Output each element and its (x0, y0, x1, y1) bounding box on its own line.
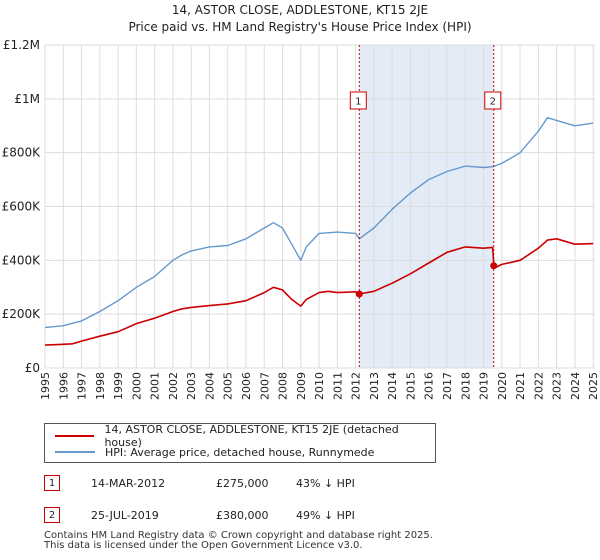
y-tick-label: £600K (2, 200, 42, 214)
chart-title: 14, ASTOR CLOSE, ADDLESTONE, KT15 2JE (171, 3, 429, 17)
transaction-badge: 1 (44, 475, 60, 491)
chart-subtitle: Price paid vs. HM Land Registry's House … (128, 20, 472, 34)
legend-swatch-hpi (55, 451, 95, 453)
x-tick-label: 1998 (94, 372, 107, 400)
sale-marker-label: 2 (490, 97, 496, 108)
y-tick-label: £1M (14, 92, 40, 106)
x-tick-label: 2013 (368, 372, 381, 400)
sale-marker-badge (484, 91, 502, 110)
x-tick-label: 2006 (240, 372, 253, 400)
legend-item-price: 14, ASTOR CLOSE, ADDLESTONE, KT15 2JE (d… (55, 423, 435, 449)
y-tick-label: £800K (2, 146, 42, 160)
x-tick-label: 2024 (569, 372, 582, 400)
x-tick-label: 2025 (587, 372, 600, 400)
x-tick-label: 2023 (551, 372, 564, 400)
x-tick-label: 2008 (277, 372, 290, 400)
x-tick-label: 2019 (478, 372, 491, 400)
x-tick-label: 2010 (313, 372, 326, 400)
legend: 14, ASTOR CLOSE, ADDLESTONE, KT15 2JE (d… (44, 423, 436, 463)
transaction-price: £380,000 (216, 508, 269, 522)
transaction-date: 25-JUL-2019 (91, 508, 159, 522)
footer-line-2: This data is licensed under the Open Gov… (44, 540, 363, 551)
footer: Contains HM Land Registry data © Crown c… (44, 531, 433, 551)
x-tick-label: 2004 (203, 372, 216, 400)
x-tick-label: 2003 (185, 372, 198, 400)
legend-item-hpi: HPI: Average price, detached house, Runn… (55, 444, 374, 460)
y-tick-label: £1.2M (3, 38, 40, 52)
x-tick-label: 2020 (496, 372, 509, 400)
transaction-row: 1 14-MAR-2012 £275,000 43% ↓ HPI (44, 474, 355, 492)
transaction-hpi: 49% ↓ HPI (296, 508, 355, 522)
x-tick-label: 2014 (386, 372, 399, 400)
x-tick-label: 2005 (222, 372, 235, 400)
sale-point (490, 262, 498, 270)
legend-swatch-price (55, 435, 95, 437)
x-tick-label: 2018 (459, 372, 472, 400)
x-tick-label: 2001 (149, 372, 162, 400)
price-chart: 1995 1996 1997 1998 1999 2000 2001 2002 2003 2004… (2, 38, 600, 400)
x-tick-label: 1995 (39, 372, 52, 400)
x-tick-label: 2017 (441, 372, 454, 400)
legend-label-price: 14, ASTOR CLOSE, ADDLESTONE, KT15 2JE (d… (104, 423, 399, 449)
transaction-date: 14-MAR-2012 (91, 476, 166, 490)
transaction-badge: 2 (44, 507, 60, 523)
transaction-hpi: 43% ↓ HPI (296, 476, 355, 490)
transaction-row: 2 25-JUL-2019 £380,000 49% ↓ HPI (44, 506, 355, 524)
x-tick-label: 2007 (258, 372, 271, 400)
x-tick-label: 2009 (295, 372, 308, 400)
hpi-line (44, 117, 594, 329)
x-tick-label: 2022 (532, 372, 545, 400)
footer-line-1: Contains HM Land Registry data © Crown c… (44, 530, 433, 541)
sale-point (355, 290, 363, 298)
x-tick-label: 2000 (130, 372, 143, 400)
legend-label-hpi: HPI: Average price, detached house, Runn… (105, 445, 375, 459)
transaction-price: £275,000 (216, 476, 269, 490)
x-tick-label: 2015 (404, 372, 417, 400)
sale-marker-badge (349, 91, 367, 110)
y-tick-label: £200K (2, 307, 42, 321)
x-tick-label: 1999 (112, 372, 125, 400)
x-tick-label: 1996 (57, 372, 70, 400)
x-tick-label: 1997 (76, 372, 89, 400)
x-tick-label: 2016 (423, 372, 436, 400)
x-tick-label: 2011 (331, 372, 344, 400)
x-tick-label: 2012 (350, 372, 363, 400)
x-tick-label: 2021 (514, 372, 527, 400)
y-tick-label: £400K (2, 253, 42, 267)
y-tick-label: £0 (25, 361, 40, 375)
x-tick-label: 2002 (167, 372, 180, 400)
sale-marker-label: 1 (355, 97, 361, 108)
